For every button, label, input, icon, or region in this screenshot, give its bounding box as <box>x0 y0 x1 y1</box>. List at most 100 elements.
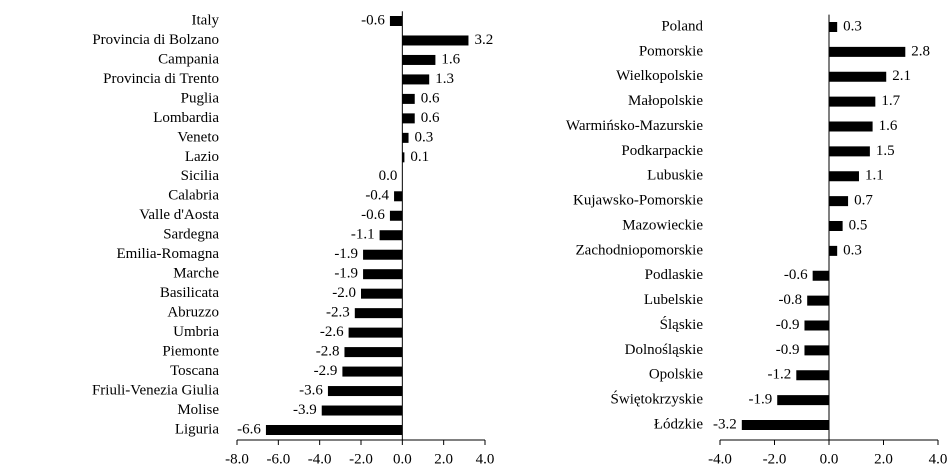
value-label: 1.1 <box>865 168 884 184</box>
value-label: -2.9 <box>314 363 338 379</box>
value-label: -2.0 <box>332 285 356 301</box>
category-label: Piemonte <box>162 344 219 360</box>
value-label: -3.9 <box>293 402 317 418</box>
value-label: 2.8 <box>911 43 930 59</box>
category-label: Zachodniopomorskie <box>576 242 704 258</box>
bar <box>402 54 436 65</box>
value-label: -1.9 <box>334 246 358 262</box>
value-label: 0.5 <box>849 217 868 233</box>
x-tick-label: -8.0 <box>225 451 249 467</box>
value-label: -3.6 <box>299 382 323 398</box>
value-label: 0.3 <box>843 242 862 258</box>
value-label: -1.2 <box>768 367 792 383</box>
value-label: 0.6 <box>421 110 440 126</box>
value-label: -2.3 <box>326 305 350 321</box>
bar <box>829 146 870 157</box>
bar <box>812 270 829 281</box>
bar <box>379 230 403 241</box>
category-label: Provincia di Bolzano <box>92 32 219 48</box>
bar <box>402 35 469 46</box>
category-label: Veneto <box>177 129 219 145</box>
bar <box>342 366 403 377</box>
x-tick-label: -2.0 <box>349 451 373 467</box>
x-tick-label: -4.0 <box>308 451 332 467</box>
bar <box>829 121 873 132</box>
category-label: Campania <box>158 51 219 67</box>
category-label: Wielkopolskie <box>616 68 703 84</box>
value-label: 0.3 <box>843 18 862 34</box>
bar <box>777 395 829 406</box>
category-label: Pomorskie <box>639 43 704 59</box>
bar <box>829 171 859 182</box>
category-label: Calabria <box>168 188 219 204</box>
bar <box>402 152 405 163</box>
category-label: Podlaskie <box>645 267 704 283</box>
value-label: -6.6 <box>237 421 261 437</box>
category-label: Lombardia <box>153 110 219 126</box>
x-tick-label: 0.0 <box>820 451 839 467</box>
bar <box>389 210 403 221</box>
category-label: Lubelskie <box>644 292 703 308</box>
category-label: Podkarpackie <box>621 143 703 159</box>
bar <box>807 295 829 306</box>
value-label: 0.7 <box>854 193 873 209</box>
value-label: -2.8 <box>316 344 340 360</box>
value-label: -1.9 <box>748 392 772 408</box>
value-label: 1.6 <box>879 118 898 134</box>
category-label: Molise <box>177 402 219 418</box>
bar <box>361 288 403 299</box>
bar <box>265 425 403 435</box>
value-label: 0.6 <box>421 90 440 106</box>
category-label: Puglia <box>181 90 220 106</box>
category-label: Łódzkie <box>654 416 703 432</box>
category-label: Kujawsko-Pomorskie <box>573 193 703 209</box>
category-label: Umbria <box>173 324 219 340</box>
value-label: -3.2 <box>713 416 737 432</box>
bar <box>389 16 403 26</box>
value-label: -0.9 <box>776 317 800 333</box>
bar <box>327 386 403 397</box>
value-label: -0.6 <box>784 267 808 283</box>
bar <box>829 245 838 256</box>
bar <box>829 96 876 107</box>
category-label: Mazowieckie <box>622 217 703 233</box>
category-label: Warmińsko-Mazurskie <box>566 118 703 134</box>
value-label: 1.7 <box>881 93 900 109</box>
bar <box>348 327 403 338</box>
bar <box>829 46 906 57</box>
category-label: Świętokrzyskie <box>611 391 704 408</box>
bar <box>402 74 430 85</box>
x-tick-label: -6.0 <box>266 451 290 467</box>
bar <box>796 370 829 381</box>
value-label: -2.6 <box>320 324 344 340</box>
bar <box>829 71 887 82</box>
category-label: Dolnośląskie <box>625 342 704 358</box>
bar <box>402 113 415 124</box>
x-tick-label: 0.0 <box>393 451 412 467</box>
category-label: Śląskie <box>660 316 704 333</box>
category-label: Lubuskie <box>647 168 703 184</box>
value-label: -0.9 <box>776 342 800 358</box>
category-label: Sicilia <box>181 168 220 184</box>
value-label: 0.0 <box>379 168 398 184</box>
category-label: Marche <box>173 266 219 282</box>
category-label: Valle d'Aosta <box>139 207 219 223</box>
value-label: 2.1 <box>892 68 911 84</box>
value-label: 1.3 <box>435 71 454 87</box>
x-tick-label: 4.0 <box>929 451 948 467</box>
bar <box>829 196 849 207</box>
bar <box>741 420 829 430</box>
bar <box>804 345 829 356</box>
value-label: -0.8 <box>778 292 802 308</box>
category-label: Abruzzo <box>167 305 219 321</box>
category-label: Italy <box>192 12 220 28</box>
category-label: Basilicata <box>160 285 219 301</box>
bar <box>829 22 838 32</box>
bar <box>363 249 403 260</box>
bar <box>344 347 403 358</box>
value-label: 3.2 <box>474 32 493 48</box>
value-label: 0.3 <box>415 129 434 145</box>
bar <box>363 269 403 280</box>
category-label: Sardegna <box>163 227 219 243</box>
